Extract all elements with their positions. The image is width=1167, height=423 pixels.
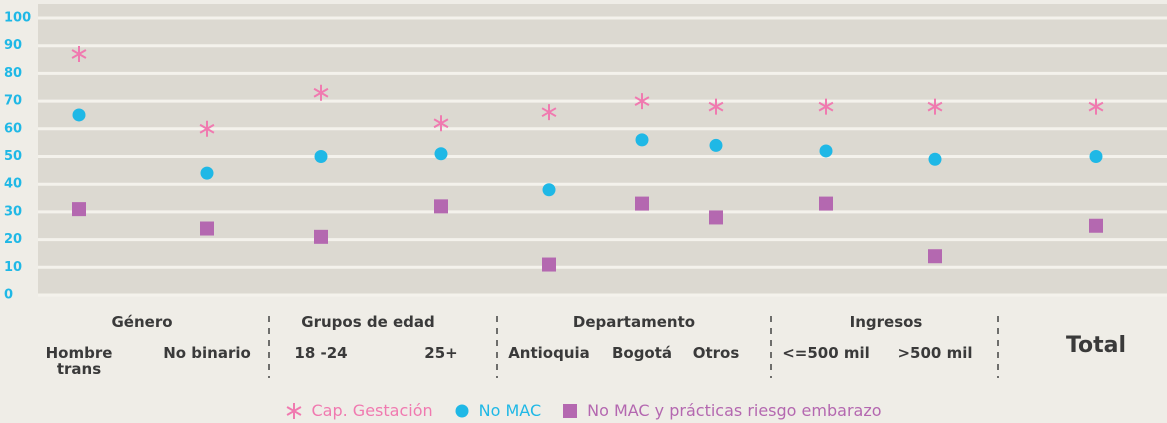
y-tick-label: 60 [4, 121, 22, 136]
x-tick-label: Bogotá [611, 344, 673, 362]
point [708, 98, 724, 115]
point [927, 98, 943, 115]
x-tick-label: 25+ [424, 344, 458, 362]
point [200, 166, 214, 180]
y-tick-label: 0 [4, 288, 13, 303]
point [313, 84, 329, 101]
y-tick-label: 90 [4, 38, 22, 53]
point [819, 144, 833, 158]
point [635, 196, 649, 211]
point [1089, 218, 1103, 233]
point [819, 196, 833, 211]
point [635, 133, 649, 147]
legend: Cap. Gestación No MAC No MAC y prácticas r… [0, 401, 1167, 423]
point [200, 221, 214, 236]
plot: 0 10 20 30 40 50 60 70 80 90 100 [4, 4, 1167, 378]
y-tick-label: 40 [4, 177, 22, 192]
total-label: Total [1065, 333, 1127, 358]
x-tick-label: Otros [692, 344, 740, 362]
legend-item: No MAC y prácticas riesgo embarazo [561, 401, 882, 420]
point [71, 46, 87, 63]
group-label: Departamento [572, 313, 696, 331]
y-tick-label: 50 [4, 149, 22, 164]
group-label: Grupos de edad [301, 313, 435, 331]
point [314, 229, 328, 244]
point [455, 404, 469, 417]
point [928, 152, 942, 166]
point [434, 147, 448, 161]
y-tick-label: 100 [4, 11, 31, 26]
point [1088, 98, 1104, 115]
x-tick-label: No binario [163, 344, 251, 362]
legend-icon [455, 404, 469, 417]
point [563, 403, 578, 418]
point [634, 93, 650, 110]
y-tick-label: 70 [4, 94, 22, 109]
point [541, 104, 557, 121]
x-tick-label: 18 -24 [294, 344, 348, 362]
legend-icon [563, 403, 578, 418]
point [199, 120, 215, 137]
point [434, 199, 448, 214]
y-tick-label: 10 [4, 260, 22, 275]
point [542, 257, 556, 272]
point [1089, 150, 1103, 163]
point [818, 98, 834, 115]
point [314, 150, 328, 163]
y-tick-label: 80 [4, 66, 22, 81]
point [709, 210, 723, 225]
legend-item: No MAC [453, 401, 541, 420]
group-label: Género [111, 313, 173, 331]
point [709, 138, 723, 152]
legend-item: Cap. Gestación [285, 401, 433, 420]
separators [268, 316, 999, 378]
x-tick-label: Antioquia [508, 344, 590, 362]
y-tick-label: 20 [4, 232, 22, 247]
point [287, 402, 302, 419]
point [542, 183, 556, 197]
point [72, 202, 86, 217]
point [928, 249, 942, 264]
legend-label: No MAC y prácticas riesgo embarazo [587, 401, 882, 420]
point [433, 115, 449, 132]
y-tick-label: 30 [4, 204, 22, 219]
plot-background [38, 4, 1167, 295]
x-tick-label: Hombre trans [45, 344, 113, 378]
legend-label: No MAC [478, 401, 542, 420]
group-label: Ingresos [849, 313, 923, 331]
x-tick-label: >500 mil [897, 344, 973, 362]
point [72, 108, 86, 122]
legend-label: Cap. Gestación [311, 401, 433, 420]
x-tick-label: <=500 mil [782, 344, 870, 362]
legend-icon [287, 402, 302, 419]
